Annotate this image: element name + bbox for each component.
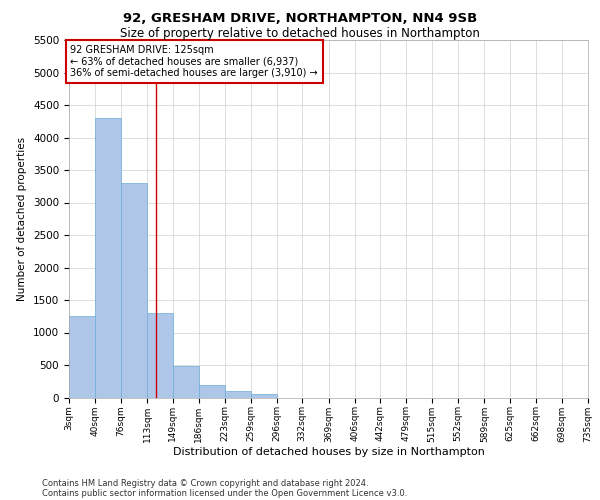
Text: Contains public sector information licensed under the Open Government Licence v3: Contains public sector information licen… (42, 488, 407, 498)
Text: Contains HM Land Registry data © Crown copyright and database right 2024.: Contains HM Land Registry data © Crown c… (42, 478, 368, 488)
Text: 92 GRESHAM DRIVE: 125sqm
← 63% of detached houses are smaller (6,937)
36% of sem: 92 GRESHAM DRIVE: 125sqm ← 63% of detach… (70, 45, 318, 78)
Bar (147, 313, 173, 398)
Bar (69, 316, 95, 398)
Bar (95, 118, 121, 398)
Bar (251, 394, 277, 398)
Y-axis label: Number of detached properties: Number of detached properties (17, 136, 28, 301)
Bar (173, 366, 199, 398)
Bar (199, 384, 225, 398)
Bar (121, 183, 147, 398)
Text: 92, GRESHAM DRIVE, NORTHAMPTON, NN4 9SB: 92, GRESHAM DRIVE, NORTHAMPTON, NN4 9SB (123, 12, 477, 26)
Bar (225, 391, 251, 398)
X-axis label: Distribution of detached houses by size in Northampton: Distribution of detached houses by size … (173, 447, 484, 457)
Text: Size of property relative to detached houses in Northampton: Size of property relative to detached ho… (120, 28, 480, 40)
